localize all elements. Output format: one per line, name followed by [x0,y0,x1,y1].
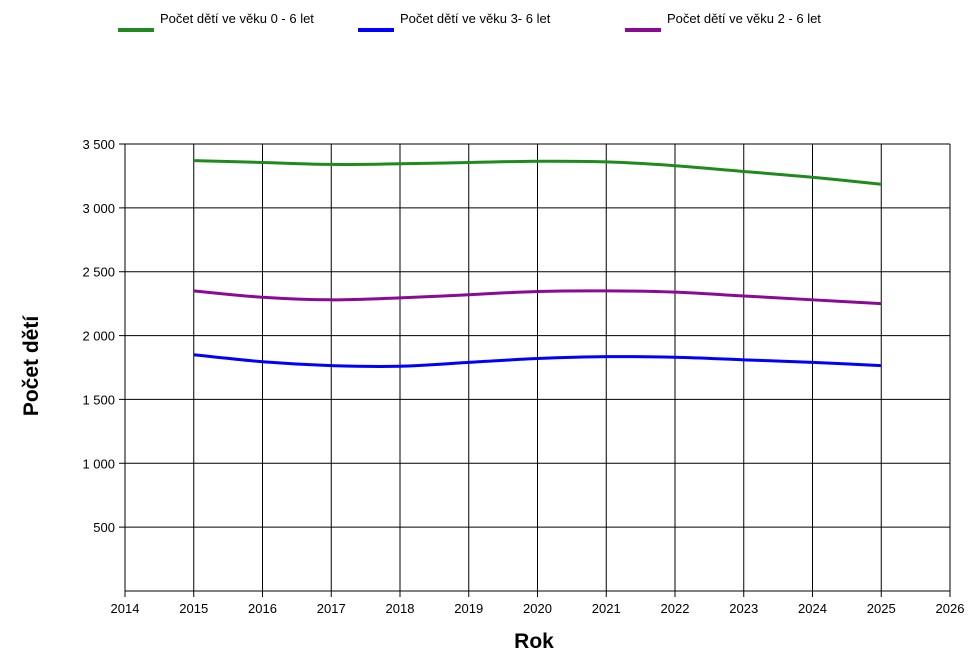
legend-label-0-6: Počet dětí ve věku 0 - 6 let [160,11,314,26]
y-tick-label-2500: 2 500 [82,265,115,280]
x-tick-label-2015: 2015 [179,601,208,616]
x-tick-label-2023: 2023 [729,601,758,616]
x-tick-label-2024: 2024 [798,601,827,616]
x-axis-title: Rok [514,630,554,653]
legend-item-0-6: Počet dětí ve věku 0 - 6 let [118,12,332,32]
legend-item-3-6: Počet dětí ve věku 3- 6 let [358,12,572,32]
y-tick-label-1000: 1 000 [82,456,115,471]
x-tick-label-2026: 2026 [936,601,965,616]
x-tick-label-2016: 2016 [248,601,277,616]
x-tick-label-2019: 2019 [454,601,483,616]
x-tick-label-2020: 2020 [523,601,552,616]
y-tick-label-3500: 3 500 [82,137,115,152]
legend-label-2-6: Počet dětí ve věku 2 - 6 let [667,11,821,26]
x-tick-label-2017: 2017 [317,601,346,616]
x-tick-label-2014: 2014 [111,601,140,616]
y-axis-title: Počet dětí [20,315,43,417]
chart-legend: Počet dětí ve věku 0 - 6 let Počet dětí … [0,0,970,60]
y-tick-label-1500: 1 500 [82,392,115,407]
x-tick-label-2025: 2025 [867,601,896,616]
y-tick-label-500: 500 [93,520,115,535]
y-tick-label-3000: 3 000 [82,201,115,216]
x-tick-label-2021: 2021 [592,601,621,616]
y-tick-label-2000: 2 000 [82,329,115,344]
legend-label-3-6: Počet dětí ve věku 3- 6 let [400,11,551,26]
legend-swatch-2-6 [625,28,661,32]
legend-item-2-6: Počet dětí ve věku 2 - 6 let [625,12,839,32]
series-line-3-6 [193,353,882,368]
x-tick-label-2018: 2018 [386,601,415,616]
legend-swatch-3-6 [358,28,394,32]
x-tick-label-2022: 2022 [661,601,690,616]
legend-swatch-0-6 [118,28,154,32]
series-line-2-6 [193,289,882,306]
series-line-0-6 [193,159,882,186]
